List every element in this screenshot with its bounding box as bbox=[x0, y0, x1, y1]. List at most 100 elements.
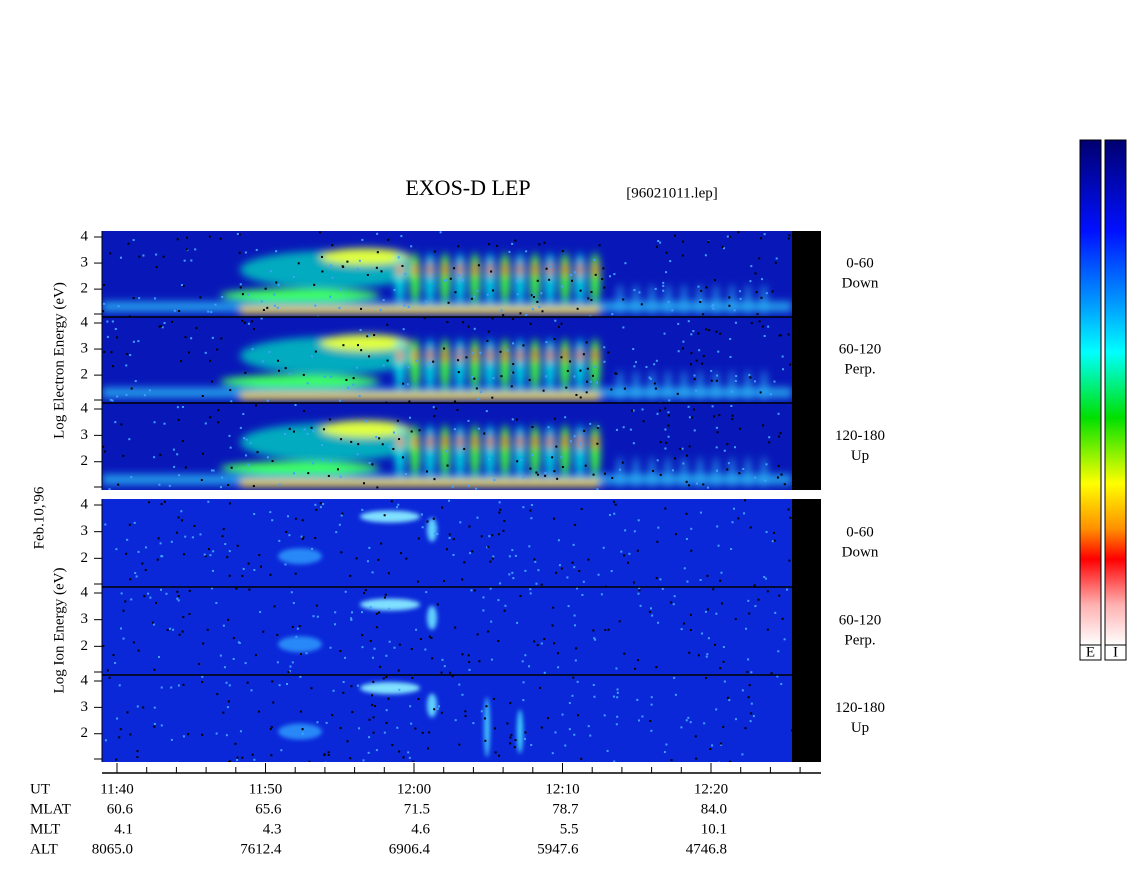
panel-edge bbox=[792, 403, 821, 490]
noise bbox=[655, 666, 658, 669]
noise bbox=[169, 627, 172, 630]
noise bbox=[403, 304, 406, 307]
noise bbox=[508, 555, 511, 558]
noise bbox=[398, 688, 401, 691]
noise bbox=[573, 733, 576, 736]
noise bbox=[777, 464, 780, 467]
noise bbox=[327, 751, 330, 754]
noise bbox=[750, 702, 753, 705]
noise bbox=[548, 278, 551, 281]
noise bbox=[477, 427, 480, 430]
noise bbox=[715, 379, 718, 382]
noise bbox=[178, 474, 181, 477]
noise bbox=[125, 393, 128, 396]
blob bbox=[547, 262, 553, 277]
noise bbox=[163, 322, 166, 325]
noise bbox=[397, 669, 400, 672]
noise bbox=[594, 273, 597, 276]
noise bbox=[702, 355, 705, 358]
noise bbox=[137, 649, 140, 652]
noise bbox=[757, 598, 760, 601]
blobs bbox=[102, 248, 792, 316]
blob bbox=[592, 435, 598, 450]
noise bbox=[579, 369, 582, 372]
noise bbox=[410, 722, 413, 725]
noise bbox=[280, 749, 283, 752]
noise bbox=[529, 588, 532, 591]
noise bbox=[711, 405, 714, 408]
noise bbox=[707, 486, 710, 489]
noise bbox=[519, 312, 522, 315]
noise bbox=[688, 651, 691, 654]
blob bbox=[562, 262, 568, 277]
noise bbox=[181, 519, 184, 522]
noise bbox=[178, 310, 181, 313]
blob bbox=[220, 374, 380, 389]
noise bbox=[302, 536, 305, 539]
noise bbox=[475, 487, 478, 490]
blob bbox=[532, 435, 538, 450]
noise bbox=[654, 287, 657, 290]
noise bbox=[608, 513, 611, 516]
blob bbox=[278, 723, 322, 740]
noise bbox=[177, 595, 180, 598]
noise bbox=[791, 729, 792, 732]
noise bbox=[224, 543, 227, 546]
noise bbox=[479, 351, 482, 354]
noise bbox=[462, 321, 465, 324]
noise bbox=[147, 592, 150, 595]
noise bbox=[359, 329, 362, 332]
noise bbox=[108, 676, 111, 679]
noise bbox=[653, 382, 656, 385]
panel-label: Down bbox=[842, 544, 879, 560]
noise bbox=[239, 426, 242, 429]
noise bbox=[442, 579, 445, 582]
noise bbox=[510, 385, 513, 388]
noise bbox=[443, 279, 446, 282]
noise bbox=[762, 424, 765, 427]
noise bbox=[418, 429, 421, 432]
noise bbox=[731, 414, 734, 417]
noise bbox=[119, 627, 122, 630]
noise bbox=[496, 244, 499, 247]
panel-label: 120-180 bbox=[835, 700, 885, 716]
noise bbox=[346, 740, 349, 743]
noise bbox=[731, 521, 734, 524]
noise bbox=[122, 637, 125, 640]
noise bbox=[117, 483, 120, 486]
noise bbox=[288, 427, 291, 430]
noise bbox=[642, 420, 645, 423]
noise bbox=[163, 422, 166, 425]
noise bbox=[434, 407, 437, 410]
noise bbox=[750, 671, 753, 674]
noise bbox=[103, 350, 106, 353]
noise bbox=[368, 718, 371, 721]
noise bbox=[768, 436, 771, 439]
noise bbox=[445, 278, 448, 281]
noise bbox=[572, 543, 575, 546]
noise bbox=[789, 516, 792, 519]
noise bbox=[516, 460, 519, 463]
noise bbox=[749, 526, 752, 529]
noise bbox=[508, 573, 511, 576]
noise bbox=[202, 642, 205, 645]
blob bbox=[470, 338, 480, 391]
noise bbox=[622, 298, 625, 301]
noise bbox=[143, 394, 146, 397]
noise bbox=[719, 332, 722, 335]
noise bbox=[603, 286, 606, 289]
noise bbox=[586, 367, 589, 370]
noise bbox=[448, 499, 451, 502]
noise bbox=[211, 336, 214, 339]
noise bbox=[314, 503, 317, 506]
noise bbox=[252, 327, 255, 330]
noise bbox=[248, 588, 251, 591]
noise bbox=[339, 649, 342, 652]
noise bbox=[384, 593, 387, 596]
noise bbox=[284, 367, 287, 370]
blob bbox=[665, 284, 671, 316]
noise bbox=[754, 380, 757, 383]
blob bbox=[515, 338, 525, 391]
noise bbox=[671, 761, 674, 762]
noise bbox=[587, 558, 590, 561]
